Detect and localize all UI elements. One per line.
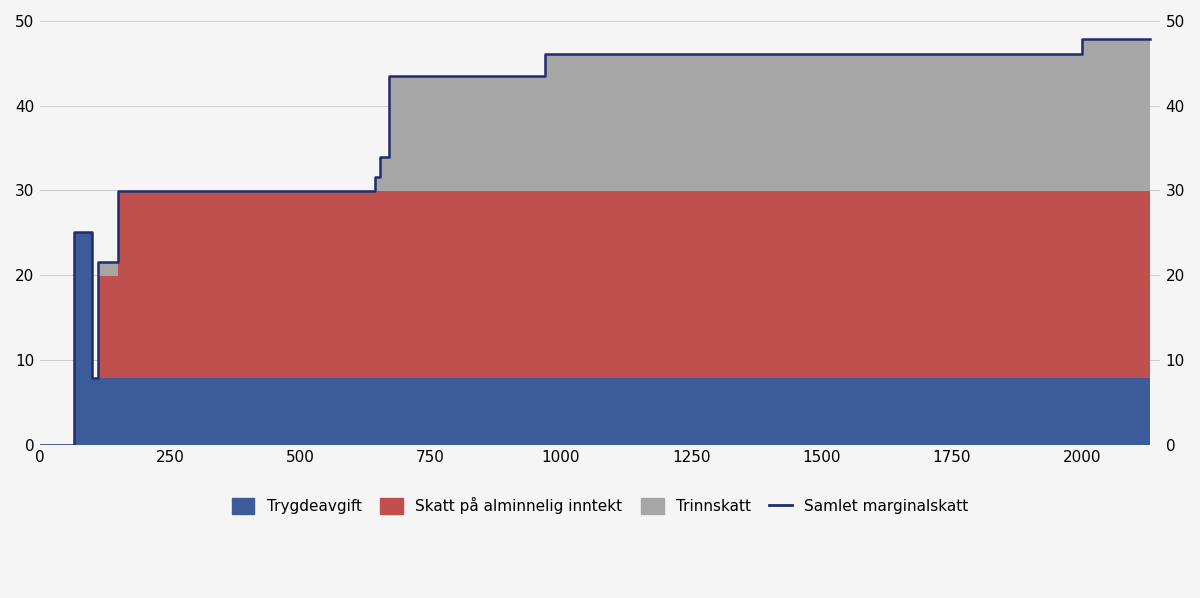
Legend: Trygdeavgift, Skatt på alminnelig inntekt, Trinnskatt, Samlet marginalskatt: Trygdeavgift, Skatt på alminnelig inntek… [224,490,976,522]
